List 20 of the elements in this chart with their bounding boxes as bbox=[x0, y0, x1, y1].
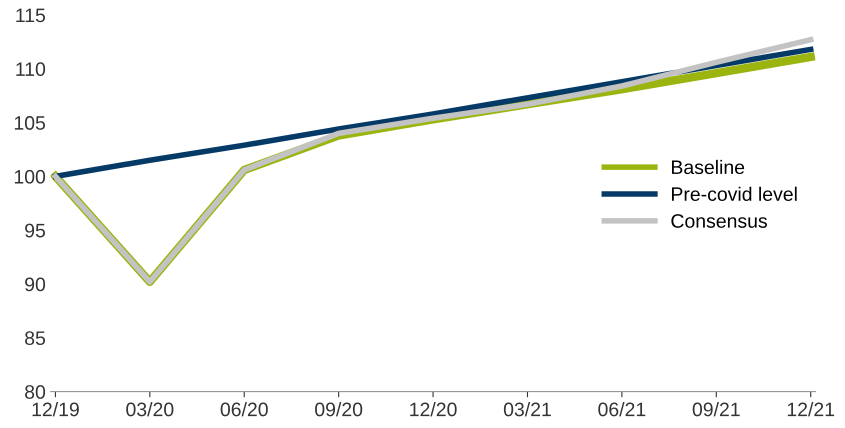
x-tick-label: 06/20 bbox=[220, 402, 268, 416]
y-tick-label: 80 bbox=[25, 385, 46, 399]
x-tick-label: 09/21 bbox=[692, 402, 740, 416]
legend-label: Pre-covid level bbox=[672, 186, 797, 201]
x-tick-label: 03/21 bbox=[504, 402, 551, 416]
x-tick-label: 12/21 bbox=[788, 402, 834, 416]
y-tick-label: 100 bbox=[14, 170, 46, 184]
x-tick-label: 12/20 bbox=[410, 402, 457, 416]
x-tick-label: 06/21 bbox=[598, 402, 646, 416]
x-tick-label: 09/20 bbox=[315, 402, 362, 416]
x-tick-label: 03/20 bbox=[126, 402, 174, 416]
y-tick-label: 115 bbox=[16, 8, 46, 22]
legend-label: Consensus bbox=[671, 214, 767, 228]
y-tick-label: 110 bbox=[16, 62, 46, 76]
legend-label: Baseline bbox=[672, 160, 744, 174]
y-tick-label: 85 bbox=[25, 331, 46, 346]
y-tick-label: 95 bbox=[25, 224, 46, 238]
y-tick-label: 105 bbox=[14, 116, 46, 130]
x-tick-label: 12/19 bbox=[32, 402, 79, 416]
y-tick-label: 90 bbox=[25, 277, 46, 292]
